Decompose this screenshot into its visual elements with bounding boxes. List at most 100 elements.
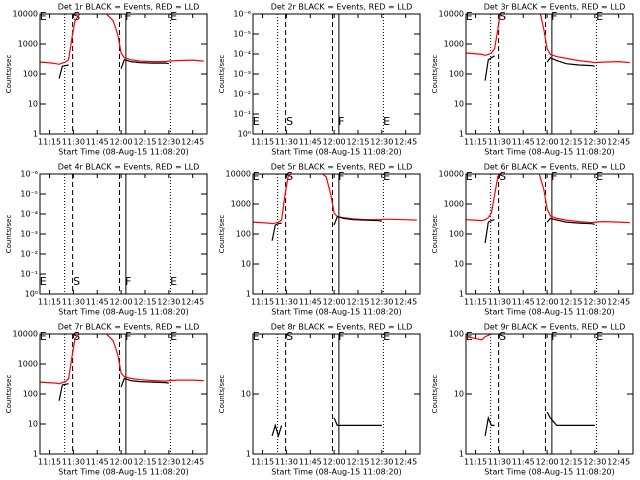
y-tick-label: 10 [454, 260, 464, 269]
panel-title: Det 3r BLACK = Events, RED = LLD [484, 3, 626, 12]
x-tick-label: 12:00 [536, 298, 559, 307]
plot-frame [465, 333, 634, 455]
x-tick-label: 11:45 [512, 458, 535, 467]
x-tick-label: 12:30 [583, 298, 606, 307]
x-tick-label: 11:30 [275, 458, 298, 467]
x-tick-label: 12:15 [346, 298, 369, 307]
x-tick-label: 11:15 [38, 298, 61, 307]
event-label: F [338, 115, 344, 128]
x-tick-label: 12:00 [110, 138, 133, 147]
y-axis-label: Counts/sec [431, 215, 439, 254]
x-tick-label: 11:45 [512, 298, 535, 307]
y-tick-label: 10000 [226, 170, 251, 179]
x-axis-label: Start Time (08-Aug-15 11:08:20) [271, 308, 402, 317]
y-tick-label: 10000 [13, 10, 38, 19]
panel: Det 6r BLACK = Events, RED = LLD Start Ti… [431, 163, 634, 317]
series-line [40, 334, 204, 385]
event-label: E [253, 330, 260, 343]
panel: Det 1r BLACK = Events, RED = LLD Start Ti… [5, 3, 208, 157]
panel-title: Det 8r BLACK = Events, RED = LLD [271, 323, 413, 332]
x-tick-label: 11:30 [62, 458, 85, 467]
panel: Det 9r BLACK = Events, RED = LLD Start Ti… [431, 323, 634, 477]
event-label: S [73, 275, 80, 288]
y-tick-label: 1 [459, 130, 464, 139]
y-tick-label: 10⁻¹ [233, 110, 251, 119]
x-axis-label: Start Time (08-Aug-15 11:08:20) [271, 468, 402, 477]
panel: Det 4r BLACK = Events, RED = LLD Start Ti… [5, 163, 208, 317]
y-tick-label: 10⁰ [25, 290, 38, 299]
plot-frame [39, 333, 208, 455]
y-tick-label: 10⁻³ [20, 230, 38, 239]
x-tick-label: 11:30 [275, 138, 298, 147]
x-tick-label: 11:45 [86, 298, 109, 307]
event-label: F [125, 330, 131, 343]
y-axis-label: Counts/sec [431, 55, 439, 94]
x-tick-label: 11:30 [488, 138, 511, 147]
x-tick-label: 12:30 [157, 458, 180, 467]
event-label: F [551, 10, 557, 23]
x-axis-label: Start Time (08-Aug-15 11:08:20) [271, 148, 402, 157]
event-label: E [170, 330, 177, 343]
event-label: E [253, 115, 260, 128]
x-tick-label: 11:45 [299, 138, 322, 147]
x-tick-label: 12:00 [323, 138, 346, 147]
x-axis-label: Start Time (08-Aug-15 11:08:20) [58, 468, 189, 477]
panel-title: Det 4r BLACK = Events, RED = LLD [58, 163, 200, 172]
event-label: E [40, 330, 47, 343]
y-tick-label: 10⁻¹ [20, 270, 38, 279]
y-tick-label: 10⁻² [233, 90, 251, 99]
panel: Det 8r BLACK = Events, RED = LLD Start Ti… [218, 323, 421, 477]
x-tick-label: 12:15 [133, 458, 156, 467]
x-axis-label: Start Time (08-Aug-15 11:08:20) [484, 148, 615, 157]
panel: Det 3r BLACK = Events, RED = LLD Start Ti… [431, 3, 634, 157]
event-label: S [499, 330, 506, 343]
y-tick-label: 100 [23, 70, 38, 79]
x-tick-label: 12:30 [583, 138, 606, 147]
y-tick-label: 1 [246, 450, 251, 459]
plot-frame [465, 173, 634, 295]
event-label: F [125, 275, 131, 288]
x-tick-label: 11:15 [251, 138, 274, 147]
event-label: F [551, 330, 557, 343]
panel: Det 2r BLACK = Events, RED = LLD Start Ti… [218, 3, 421, 157]
event-label: S [73, 10, 80, 23]
x-tick-label: 12:15 [559, 458, 582, 467]
y-tick-label: 1 [459, 290, 464, 299]
x-tick-label: 12:00 [536, 138, 559, 147]
y-tick-label: 10⁻⁶ [20, 170, 38, 179]
y-axis-label: Counts/sec [218, 215, 226, 254]
y-tick-label: 1000 [18, 360, 38, 369]
x-tick-label: 12:00 [323, 298, 346, 307]
event-label: E [383, 170, 390, 183]
x-tick-label: 12:15 [559, 298, 582, 307]
series-line [484, 411, 595, 437]
x-tick-label: 11:15 [251, 298, 274, 307]
event-label: F [338, 330, 344, 343]
plot-frame [39, 173, 208, 295]
event-label: S [499, 10, 506, 23]
y-tick-label: 10 [241, 390, 251, 399]
x-tick-label: 11:15 [251, 458, 274, 467]
x-tick-label: 12:00 [323, 458, 346, 467]
y-tick-label: 100 [236, 230, 251, 239]
y-tick-label: 10⁻⁶ [233, 10, 251, 19]
y-tick-label: 100 [449, 230, 464, 239]
x-tick-label: 11:30 [62, 298, 85, 307]
x-tick-label: 12:15 [559, 138, 582, 147]
x-tick-label: 11:30 [275, 298, 298, 307]
x-tick-label: 12:00 [110, 298, 133, 307]
x-tick-label: 11:15 [464, 138, 487, 147]
y-tick-label: 100 [449, 70, 464, 79]
y-tick-label: 1 [33, 450, 38, 459]
y-tick-label: 100 [449, 330, 464, 339]
y-tick-label: 10⁻⁵ [20, 190, 38, 199]
x-tick-label: 12:45 [181, 298, 204, 307]
y-tick-label: 1 [33, 130, 38, 139]
x-tick-label: 12:00 [536, 458, 559, 467]
plot-frame [252, 173, 421, 295]
series-line [58, 377, 169, 401]
series-line [484, 55, 595, 81]
x-tick-label: 11:45 [86, 458, 109, 467]
x-tick-label: 12:45 [394, 138, 417, 147]
